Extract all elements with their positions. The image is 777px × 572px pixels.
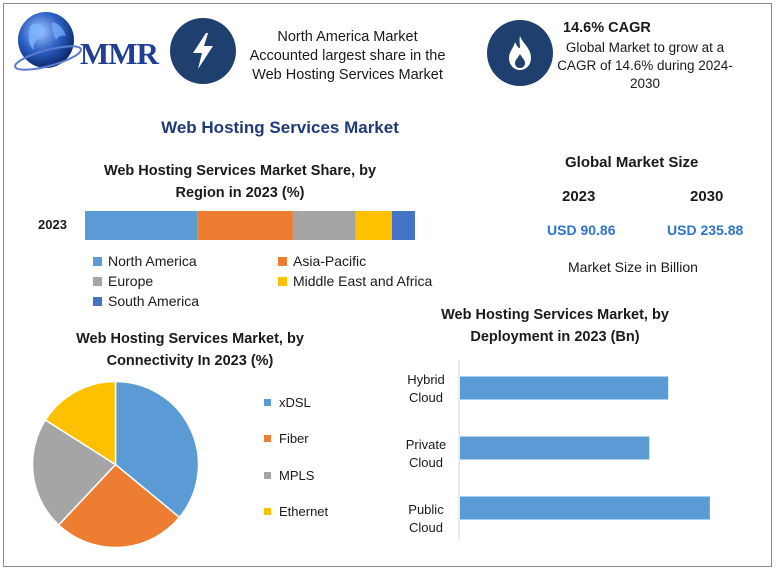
- legend-item-north-america: North America: [93, 253, 197, 269]
- category-line: Cloud: [409, 455, 443, 470]
- callout-line: Accounted largest share in the: [249, 48, 446, 64]
- category-label-private-cloud: Private Cloud: [396, 436, 456, 472]
- legend-swatch: [264, 435, 271, 442]
- region-chart-category-label: 2023: [38, 217, 67, 232]
- legend-label: MPLS: [279, 468, 315, 483]
- callout-line: Web Hosting Services Market: [252, 67, 443, 83]
- title-line: Connectivity In 2023 (%): [106, 353, 274, 369]
- connectivity-pie-chart: [31, 380, 200, 549]
- legend-swatch: [264, 472, 271, 479]
- category-line: Private: [405, 437, 447, 452]
- category-line: Cloud: [409, 520, 443, 535]
- pie-legend-ethernet: Ethernet: [264, 504, 328, 519]
- callout-line: CAGR of 14.6% during 2024-: [557, 58, 733, 73]
- legend-label: Europe: [108, 273, 154, 289]
- category-line: Public: [408, 502, 444, 517]
- market-size-note-text: Market Size in Billion: [568, 259, 698, 275]
- lightning-bolt-icon: [170, 18, 236, 84]
- legend-swatch: [278, 256, 287, 266]
- legend-item-europe: Europe: [93, 273, 153, 289]
- pie-slice-ethernet: [44, 380, 117, 466]
- deployment-bar-hybrid-cloud: [460, 376, 669, 400]
- cagr-callout: Global Market to grow at a CAGR of 14.6%…: [555, 39, 735, 93]
- title-line: Deployment in 2023 (Bn): [470, 329, 640, 345]
- pie-legend-mpls: MPLS: [264, 468, 314, 483]
- category-line: Hybrid: [407, 372, 445, 387]
- legend-swatch: [93, 256, 102, 266]
- flame-icon: [487, 20, 553, 86]
- north-america-callout: North America Market Accounted largest s…: [240, 28, 455, 85]
- legend-swatch: [264, 399, 271, 406]
- legend-item-mea: Middle East and Africa: [278, 273, 432, 289]
- legend-label: Middle East and Africa: [293, 273, 433, 289]
- market-value-2023: USD 90.86: [547, 222, 616, 238]
- title-line: Web Hosting Services Market Share, by: [103, 163, 377, 179]
- legend-swatch: [93, 296, 102, 306]
- bar-segment-north-america: [85, 211, 198, 240]
- title-line: Web Hosting Services Market, by: [76, 331, 304, 347]
- bar-segment-europe: [292, 211, 356, 240]
- legend-label: Ethernet: [279, 504, 329, 519]
- legend-item-asia-pacific: Asia-Pacific: [278, 253, 366, 269]
- bar-segment-asia-pacific: [197, 211, 293, 240]
- category-label-hybrid-cloud: Hybrid Cloud: [396, 371, 456, 407]
- pie-legend-xdsl: xDSL: [264, 395, 311, 410]
- legend-label: South America: [108, 293, 200, 309]
- pie-slice-fiber: [57, 463, 181, 549]
- market-year-2023: 2023: [562, 188, 596, 205]
- market-size-note: Market Size in Billion: [568, 259, 698, 275]
- callout-line: Global Market to grow at a: [565, 40, 725, 55]
- page-title: Web Hosting Services Market: [161, 118, 399, 137]
- deployment-bar-chart: [458, 360, 710, 540]
- bar-segment-south-america: [391, 211, 415, 240]
- mmr-logo: MMR: [10, 8, 160, 78]
- category-line: Cloud: [409, 390, 443, 405]
- globe-icon: [14, 12, 82, 71]
- deployment-bar-public-cloud: [460, 496, 710, 520]
- region-chart-title: Web Hosting Services Market Share, by Re…: [60, 160, 420, 204]
- pie-slice-mpls: [31, 418, 117, 527]
- title-line: Web Hosting Services Market, by: [441, 307, 669, 323]
- market-size-title: Global Market Size: [565, 154, 699, 171]
- callout-line: 2030: [629, 76, 661, 91]
- pie-slice-xdsl: [114, 380, 200, 519]
- legend-label: North America: [108, 253, 197, 269]
- pie-legend-fiber: Fiber: [264, 431, 309, 446]
- connectivity-chart-title: Web Hosting Services Market, by Connecti…: [40, 328, 340, 372]
- category-label-public-cloud: Public Cloud: [396, 501, 456, 537]
- callout-line: North America Market: [277, 29, 418, 45]
- deployment-chart-title: Web Hosting Services Market, by Deployme…: [405, 304, 705, 348]
- legend-swatch: [278, 276, 287, 286]
- market-value-2030: USD 235.88: [667, 222, 744, 238]
- legend-swatch: [264, 508, 271, 515]
- title-line: Region in 2023 (%): [175, 185, 305, 201]
- market-year-2030: 2030: [690, 188, 724, 205]
- legend-label: xDSL: [279, 395, 311, 410]
- region-stacked-bar: [85, 211, 415, 240]
- cagr-title: 14.6% CAGR: [563, 20, 651, 36]
- legend-label: Fiber: [279, 431, 309, 446]
- deployment-bar-private-cloud: [460, 436, 650, 460]
- legend-swatch: [93, 276, 102, 286]
- legend-label: Asia-Pacific: [293, 253, 367, 269]
- legend-item-south-america: South America: [93, 293, 199, 309]
- logo-text: MMR: [80, 36, 159, 71]
- bar-segment-middle-east-and-africa: [355, 211, 392, 240]
